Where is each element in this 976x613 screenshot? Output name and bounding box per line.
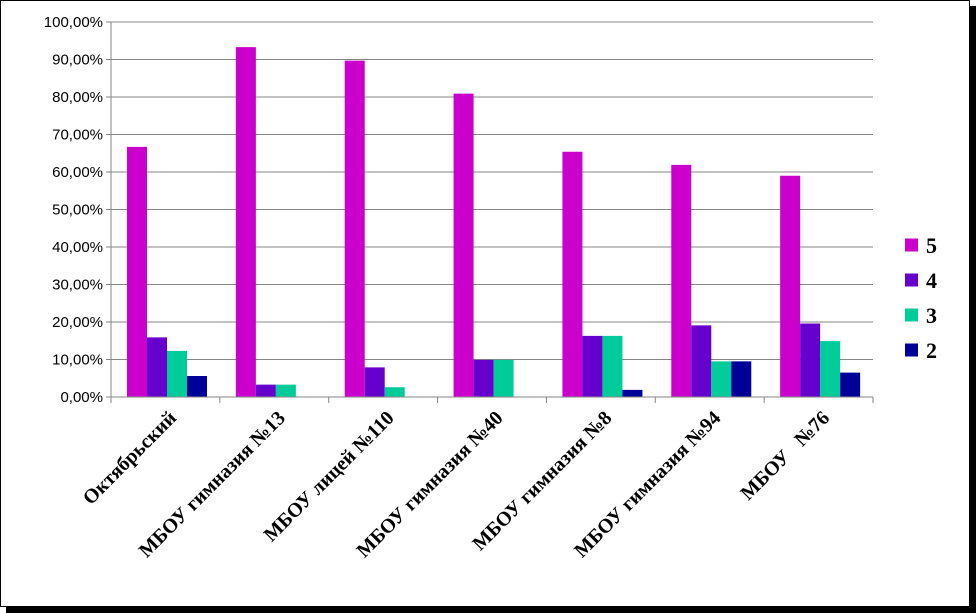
frame-shadow-bottom bbox=[6, 607, 976, 613]
y-tick-label: 0,00% bbox=[60, 389, 103, 406]
y-tick-label: 80,00% bbox=[52, 89, 103, 106]
bar-3-3 bbox=[493, 359, 514, 397]
gridlines bbox=[111, 21, 873, 360]
bar-4-5 bbox=[691, 325, 712, 397]
y-tick-label: 10,00% bbox=[52, 352, 103, 369]
bar-5-2 bbox=[344, 60, 365, 397]
bar-4-6 bbox=[800, 323, 821, 397]
x-tick-label: МБОУ №76 bbox=[736, 407, 834, 505]
bar-chart: 0,00% 10,00% 20,00% 30,00% 40,00% 50,00% 60,00… bbox=[44, 14, 937, 562]
y-axis-ticks: 0,00% 10,00% 20,00% 30,00% 40,00% 50,00% 60,00… bbox=[44, 14, 103, 406]
axes bbox=[106, 21, 874, 403]
legend-label-2: 2 bbox=[926, 338, 937, 363]
bar-3-0 bbox=[167, 350, 187, 397]
bar-4-4 bbox=[582, 335, 603, 397]
bar-2-6 bbox=[840, 372, 861, 397]
legend-label-3: 3 bbox=[926, 303, 937, 328]
bar-4-0 bbox=[147, 337, 167, 397]
legend-swatch-4 bbox=[905, 273, 918, 287]
bar-2-0 bbox=[187, 376, 207, 397]
y-tick-label: 90,00% bbox=[52, 52, 103, 69]
frame-shadow-right bbox=[970, 6, 976, 613]
bar-3-5 bbox=[711, 361, 732, 397]
legend-label-4: 4 bbox=[926, 268, 937, 293]
bar-3-1 bbox=[275, 384, 296, 397]
legend-swatch-5 bbox=[905, 238, 918, 252]
bar-2-4 bbox=[622, 389, 643, 397]
legend-swatch-2 bbox=[905, 343, 918, 357]
y-tick-label: 50,00% bbox=[52, 202, 103, 219]
y-tick-label: 60,00% bbox=[52, 164, 103, 181]
legend: 5 4 3 2 bbox=[905, 233, 937, 363]
y-tick-label: 100,00% bbox=[44, 14, 103, 31]
legend-label-5: 5 bbox=[926, 233, 937, 258]
y-tick-label: 40,00% bbox=[52, 239, 103, 256]
legend-swatch-3 bbox=[905, 308, 918, 322]
bar-3-6 bbox=[820, 341, 841, 397]
bar-3-4 bbox=[602, 335, 623, 397]
y-tick-label: 20,00% bbox=[52, 314, 103, 331]
bar-4-2 bbox=[364, 367, 385, 397]
bar-5-5 bbox=[671, 164, 692, 397]
y-tick-label: 70,00% bbox=[52, 127, 103, 144]
bar-4-3 bbox=[473, 359, 494, 397]
bars bbox=[127, 47, 861, 397]
bar-5-0 bbox=[127, 146, 147, 397]
bar-5-6 bbox=[780, 175, 801, 397]
bar-4-1 bbox=[255, 384, 276, 397]
bar-2-5 bbox=[731, 361, 752, 397]
bar-5-3 bbox=[453, 93, 474, 397]
x-tick-label: Октябрьский bbox=[79, 407, 181, 509]
bar-5-4 bbox=[562, 151, 583, 397]
bar-5-1 bbox=[235, 47, 256, 397]
y-tick-label: 30,00% bbox=[52, 277, 103, 294]
bar-3-2 bbox=[384, 387, 405, 397]
